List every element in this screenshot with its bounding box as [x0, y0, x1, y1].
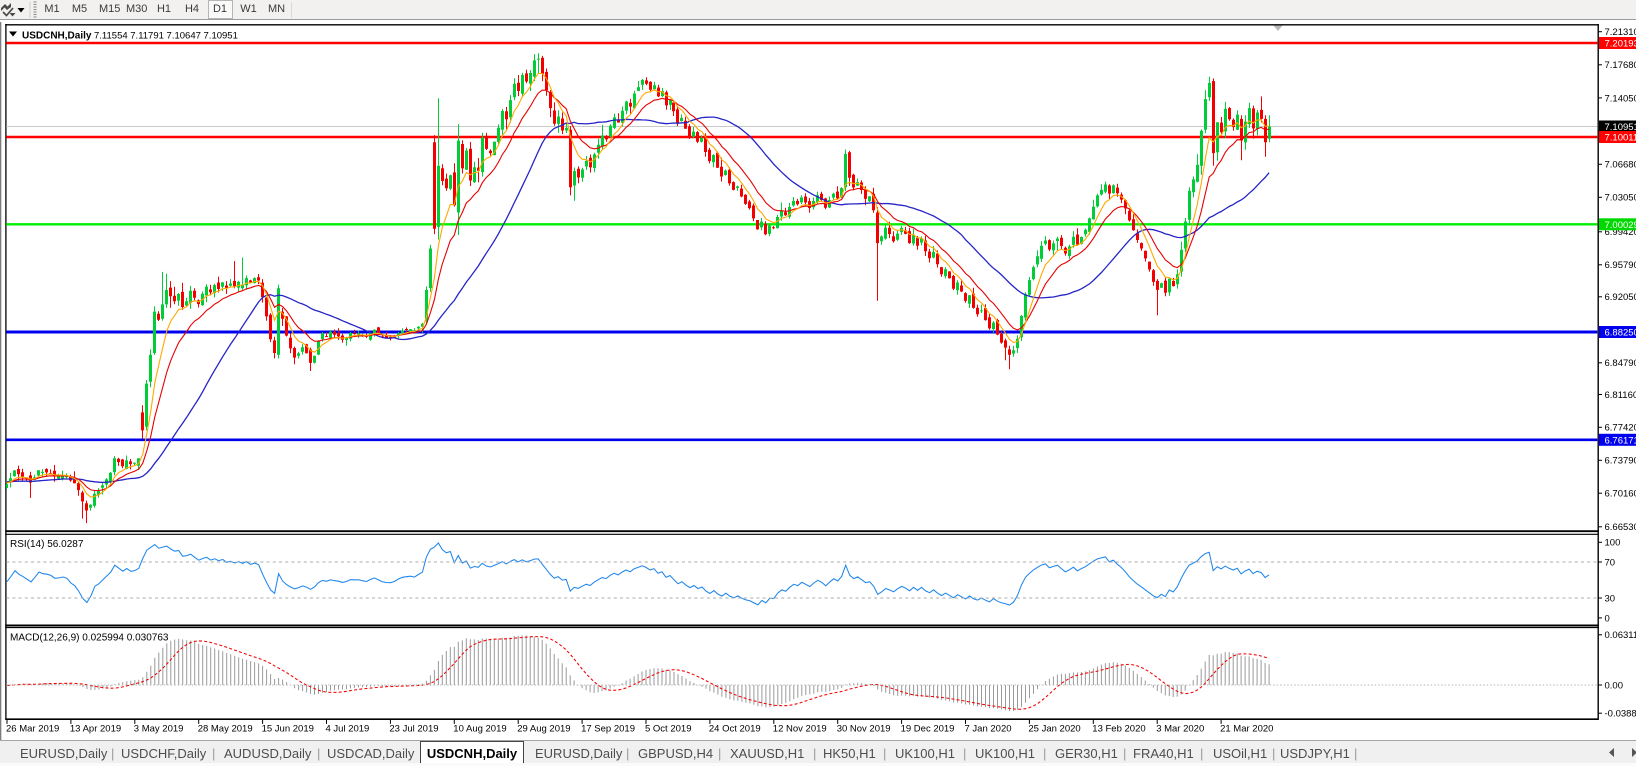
svg-text:7.00029: 7.00029: [1605, 220, 1636, 231]
svg-text:6.66530: 6.66530: [1605, 522, 1636, 533]
svg-text:5 Oct 2019: 5 Oct 2019: [645, 724, 691, 735]
svg-text:24 Oct 2019: 24 Oct 2019: [709, 724, 761, 735]
svg-text:100: 100: [1605, 538, 1621, 549]
svg-text:7.21310: 7.21310: [1605, 27, 1636, 38]
svg-text:6.77420: 6.77420: [1605, 423, 1636, 434]
svg-text:6.73790: 6.73790: [1605, 456, 1636, 467]
svg-text:23 Jul 2019: 23 Jul 2019: [389, 724, 438, 735]
svg-text:6.70160: 6.70160: [1605, 489, 1636, 500]
svg-text:6.84790: 6.84790: [1605, 358, 1636, 369]
svg-text:10 Aug 2019: 10 Aug 2019: [453, 724, 506, 735]
svg-text:21 Mar 2020: 21 Mar 2020: [1220, 724, 1273, 735]
svg-text:USDCNH,Daily: USDCNH,Daily: [22, 31, 92, 42]
svg-text:6.95790: 6.95790: [1605, 260, 1636, 271]
svg-text:0: 0: [1605, 613, 1610, 624]
svg-text:0.00: 0.00: [1605, 680, 1624, 691]
svg-text:7.10011: 7.10011: [1605, 133, 1636, 144]
svg-text:6.88250: 6.88250: [1605, 328, 1636, 339]
svg-text:28 May 2019: 28 May 2019: [198, 724, 253, 735]
svg-text:-0.038871: -0.038871: [1605, 709, 1636, 720]
svg-text:7.11554 7.11791 7.10647 7.1095: 7.11554 7.11791 7.10647 7.10951: [94, 31, 238, 42]
svg-text:6.81160: 6.81160: [1605, 390, 1636, 401]
svg-text:MACD(12,26,9) 0.025994 0.03076: MACD(12,26,9) 0.025994 0.030763: [10, 633, 169, 644]
svg-text:19 Dec 2019: 19 Dec 2019: [901, 724, 955, 735]
svg-text:12 Nov 2019: 12 Nov 2019: [773, 724, 827, 735]
svg-text:3 May 2019: 3 May 2019: [134, 724, 184, 735]
svg-text:6.92050: 6.92050: [1605, 292, 1636, 303]
svg-text:7.06680: 7.06680: [1605, 160, 1636, 171]
svg-text:7.17680: 7.17680: [1605, 60, 1636, 71]
svg-text:15 Jun 2019: 15 Jun 2019: [262, 724, 314, 735]
svg-text:13 Apr 2019: 13 Apr 2019: [70, 724, 121, 735]
svg-text:7 Jan 2020: 7 Jan 2020: [965, 724, 1012, 735]
svg-text:26 Mar 2019: 26 Mar 2019: [6, 724, 59, 735]
svg-text:7.20193: 7.20193: [1605, 39, 1636, 50]
svg-text:RSI(14) 56.0287: RSI(14) 56.0287: [10, 539, 84, 550]
svg-text:70: 70: [1605, 557, 1616, 568]
svg-text:6.76171: 6.76171: [1605, 435, 1636, 446]
svg-text:29 Aug 2019: 29 Aug 2019: [517, 724, 570, 735]
svg-text:4 Jul 2019: 4 Jul 2019: [326, 724, 370, 735]
svg-text:7.03050: 7.03050: [1605, 193, 1636, 204]
svg-text:30: 30: [1605, 593, 1616, 604]
svg-text:0.063111: 0.063111: [1605, 630, 1636, 641]
svg-text:25 Jan 2020: 25 Jan 2020: [1028, 724, 1080, 735]
svg-text:7.14050: 7.14050: [1605, 93, 1636, 104]
svg-text:17 Sep 2019: 17 Sep 2019: [581, 724, 635, 735]
svg-text:3 Mar 2020: 3 Mar 2020: [1156, 724, 1204, 735]
svg-text:13 Feb 2020: 13 Feb 2020: [1092, 724, 1145, 735]
svg-text:30 Nov 2019: 30 Nov 2019: [837, 724, 891, 735]
